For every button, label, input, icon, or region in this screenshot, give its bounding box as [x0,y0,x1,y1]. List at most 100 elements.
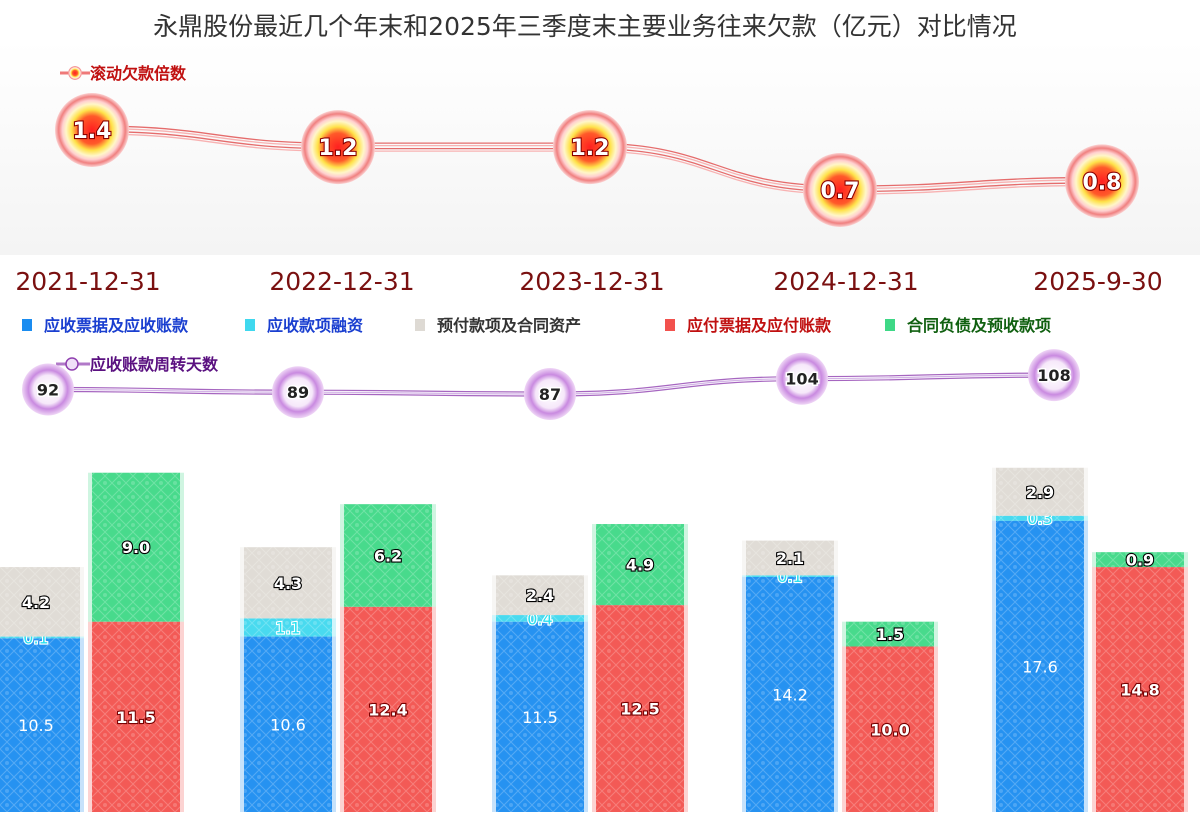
bar-texture [496,575,584,616]
bar-edge-right [1084,467,1088,516]
rolling-legend-marker [68,66,82,80]
bar-value-label: 10.0 [870,720,909,739]
rolling-value-label: 1.2 [319,136,358,161]
bar-edge-left [742,575,746,577]
days-point [1028,349,1080,402]
days-legend-label: 应收账款周转天数 [90,355,219,374]
bar-edge-right [584,615,588,622]
bar-value-label: 12.5 [620,700,659,719]
bar-edge-left [1092,552,1096,568]
days-value-label: 92 [37,381,59,400]
bar-value-label: 10.5 [18,716,54,735]
bar-texture [996,467,1084,516]
bar-texture [1096,567,1184,812]
bar-texture [996,520,1084,812]
bar-texture [496,615,584,622]
days-value-label: 89 [287,383,309,402]
bar-edge-left [742,576,746,812]
legend-label: 应收票据及应收账款 [44,316,189,335]
legend-swatch [665,319,675,331]
bar-edge-left [742,540,746,576]
bar-texture [0,638,80,812]
bar-edge-right [180,472,184,622]
bar-value-label: 9.0 [122,538,150,557]
legend-label: 预付款项及合同资产 [437,316,581,335]
bar-value-label: 10.6 [270,715,306,734]
bar-texture [244,636,332,812]
date-label: 2021-12-31 [15,267,160,296]
days-point [776,352,828,405]
rolling-point [803,152,877,227]
bar-texture [846,621,934,647]
bars: 10.50.14.210.61.14.311.50.42.414.20.12.1… [0,467,1188,812]
bar-edge-right [684,524,688,606]
bar-edge-right [332,636,336,812]
bar-edge-right [1084,515,1088,521]
bar-value-label: 0.9 [1126,551,1154,570]
date-label: 2025-9-30 [1033,267,1162,296]
bar-edge-right [684,605,688,812]
days-legend-marker [65,357,79,371]
legend-label: 合同负债及预收款项 [907,316,1051,335]
receivable-days-line: 92 89 87 104 108 [22,349,1080,420]
bar-texture [846,646,934,812]
bar-edge-right [934,621,938,647]
legend-swatch [245,319,255,331]
bar-texture [0,636,80,639]
bar-edge-right [834,576,838,812]
days-value-label: 87 [539,385,561,404]
bar-value-label: 2.1 [776,549,804,568]
bar-edge-left [240,636,244,812]
bar-texture [344,504,432,607]
bar-value-label: 6.2 [374,546,402,565]
bar-value-label: 12.4 [368,700,407,719]
bar-edge-right [1184,552,1188,568]
legend-swatch [22,319,32,331]
bar-edge-left [1092,567,1096,812]
bar-edge-right [584,621,588,812]
legend: 应收票据及应收账款 应收款项融资 预付款项及合同资产 应付票据及应付账款 合同负债及预收… [22,316,1051,335]
legend-label: 应付票据及应付账款 [687,316,832,335]
bar-texture [244,547,332,619]
days-value-label: 104 [785,370,818,389]
bar-edge-left [842,621,846,647]
bar-value-label: 1.5 [876,625,904,644]
date-label: 2023-12-31 [519,267,664,296]
days-point [272,366,324,419]
bar-edge-right [432,606,436,812]
bar-texture [596,605,684,812]
bar-texture [92,472,180,622]
bar-edge-left [88,621,92,812]
rolling-legend-label: 滚动欠款倍数 [90,64,187,83]
bar-edge-right [934,646,938,812]
bar-texture [746,540,834,576]
bar-edge-left [340,504,344,607]
bar-edge-right [432,504,436,607]
bar-texture [92,621,180,812]
bar-value-label: 11.5 [116,708,155,727]
bar-texture [746,575,834,577]
date-label: 2022-12-31 [269,267,414,296]
rolling-value-label: 1.2 [571,136,610,161]
bar-edge-right [332,618,336,637]
rolling-value-label: 0.7 [821,179,860,204]
bar-edge-left [592,605,596,812]
bar-edge-left [88,472,92,622]
bar-edge-left [492,615,496,622]
chart-title: 永鼎股份最近几个年末和2025年三季度末主要业务往来欠款（亿元）对比情况 [153,12,1017,41]
bar-edge-left [992,515,996,521]
bar-edge-left [340,606,344,812]
bar-texture [496,621,584,812]
bar-edge-right [180,621,184,812]
date-labels: 2021-12-31 2022-12-31 2023-12-31 2024-12-31… [15,267,1162,296]
bar-edge-right [80,638,84,812]
bar-edge-right [80,636,84,639]
receivable-days-legend: 应收账款周转天数 [56,355,219,374]
rolling-point [553,110,627,185]
bar-edge-right [80,567,84,637]
rolling-point [55,93,129,167]
bar-edge-left [992,520,996,812]
days-value-label: 108 [1037,366,1070,385]
bar-value-label: 1.1 [275,618,300,637]
